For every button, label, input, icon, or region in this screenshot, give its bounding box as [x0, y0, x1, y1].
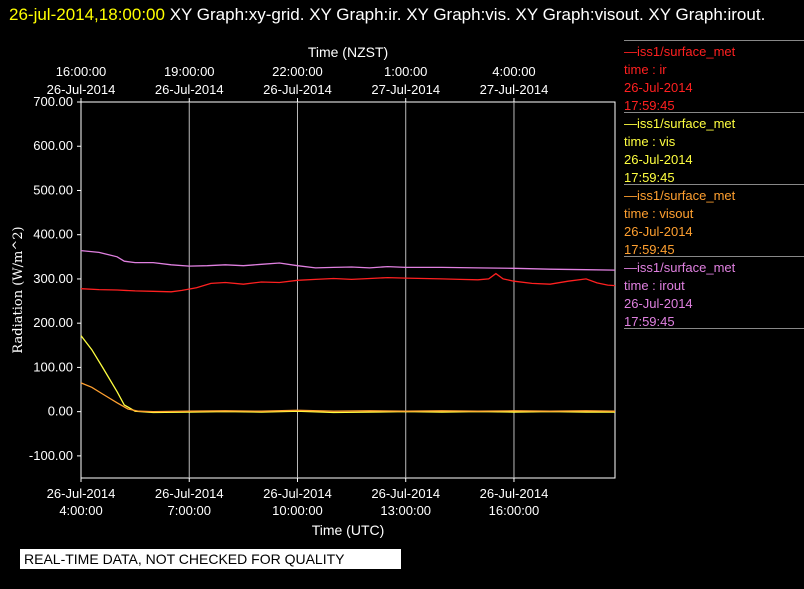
x-tick-label: 26-Jul-2014	[47, 486, 116, 501]
legend-line1: —iss1/surface_met	[624, 116, 736, 131]
legend-line1: —iss1/surface_met	[624, 44, 736, 59]
x2-tick-label: 22:00:00	[272, 64, 323, 79]
x-tick-label: 26-Jul-2014	[371, 486, 440, 501]
x2-tick-label: 27-Jul-2014	[480, 82, 549, 97]
series-line-1	[80, 335, 615, 414]
plot-frame	[80, 101, 616, 479]
x-tick-label: 16:00:00	[489, 503, 540, 518]
x-tick-label: 10:00:00	[272, 503, 323, 518]
y-tick-label: 100.00	[33, 359, 73, 374]
y-tick-label: 700.00	[33, 94, 73, 109]
legend: —iss1/surface_met time : ir 26-Jul-2014 17:…	[624, 40, 804, 329]
y-tick-label: 400.00	[33, 227, 73, 242]
x2-tick-label: 19:00:00	[164, 64, 215, 79]
y-tick-label: 300.00	[33, 271, 73, 286]
y-tick-label: 200.00	[33, 315, 73, 330]
series-line-2	[80, 382, 616, 413]
y-tick-label: -100.00	[29, 448, 73, 463]
legend-line3: 26-Jul-2014	[624, 296, 693, 311]
x2-tick-label: 26-Jul-2014	[47, 82, 116, 97]
x-tick-label: 26-Jul-2014	[263, 486, 332, 501]
quality-disclaimer: REAL-TIME DATA, NOT CHECKED FOR QUALITY	[20, 549, 401, 569]
y-tick-label: 500.00	[33, 182, 73, 197]
legend-line4: 17:59:45	[624, 170, 675, 185]
legend-line4: 17:59:45	[624, 98, 675, 113]
legend-line2: time : ir	[624, 62, 667, 77]
x2-tick-label: 4:00:00	[492, 64, 535, 79]
legend-line1: —iss1/surface_met	[624, 260, 736, 275]
legend-line2: time : visout	[624, 206, 694, 221]
x2-tick-label: 16:00:00	[56, 64, 107, 79]
x-tick-label: 13:00:00	[380, 503, 431, 518]
legend-line4: 17:59:45	[624, 242, 675, 257]
y-tick-label: 0.00	[48, 404, 73, 419]
series-line-0	[80, 272, 616, 293]
header-timestamp: 26-jul-2014,18:00:00	[9, 5, 165, 24]
x-tick-label: 26-Jul-2014	[480, 486, 549, 501]
y-tick-label: 600.00	[33, 138, 73, 153]
x2-tick-label: 26-Jul-2014	[263, 82, 332, 97]
y-axis-label: Radiation (W/m^2)	[11, 226, 26, 353]
x2-tick-label: 26-Jul-2014	[155, 82, 224, 97]
legend-line3: 26-Jul-2014	[624, 152, 693, 167]
x-tick-label: 7:00:00	[168, 503, 211, 518]
legend-line3: 26-Jul-2014	[624, 224, 693, 239]
legend-line2: time : irout	[624, 278, 685, 293]
legend-line4: 17:59:45	[624, 314, 675, 329]
window-header: 26-jul-2014,18:00:00 XY Graph:xy-grid. X…	[9, 3, 789, 26]
legend-line1: —iss1/surface_met	[624, 188, 736, 203]
x-axis-label: Time (UTC)	[312, 522, 385, 538]
legend-line3: 26-Jul-2014	[624, 80, 693, 95]
x2-tick-label: 1:00:00	[384, 64, 427, 79]
x-tick-label: 26-Jul-2014	[155, 486, 224, 501]
x2-axis-label: Time (NZST)	[308, 44, 388, 60]
legend-line2: time : vis	[624, 134, 676, 149]
header-title: XY Graph:xy-grid. XY Graph:ir. XY Graph:…	[164, 5, 766, 24]
series-line-3	[80, 249, 616, 271]
x2-tick-label: 27-Jul-2014	[371, 82, 440, 97]
x-tick-label: 4:00:00	[59, 503, 102, 518]
